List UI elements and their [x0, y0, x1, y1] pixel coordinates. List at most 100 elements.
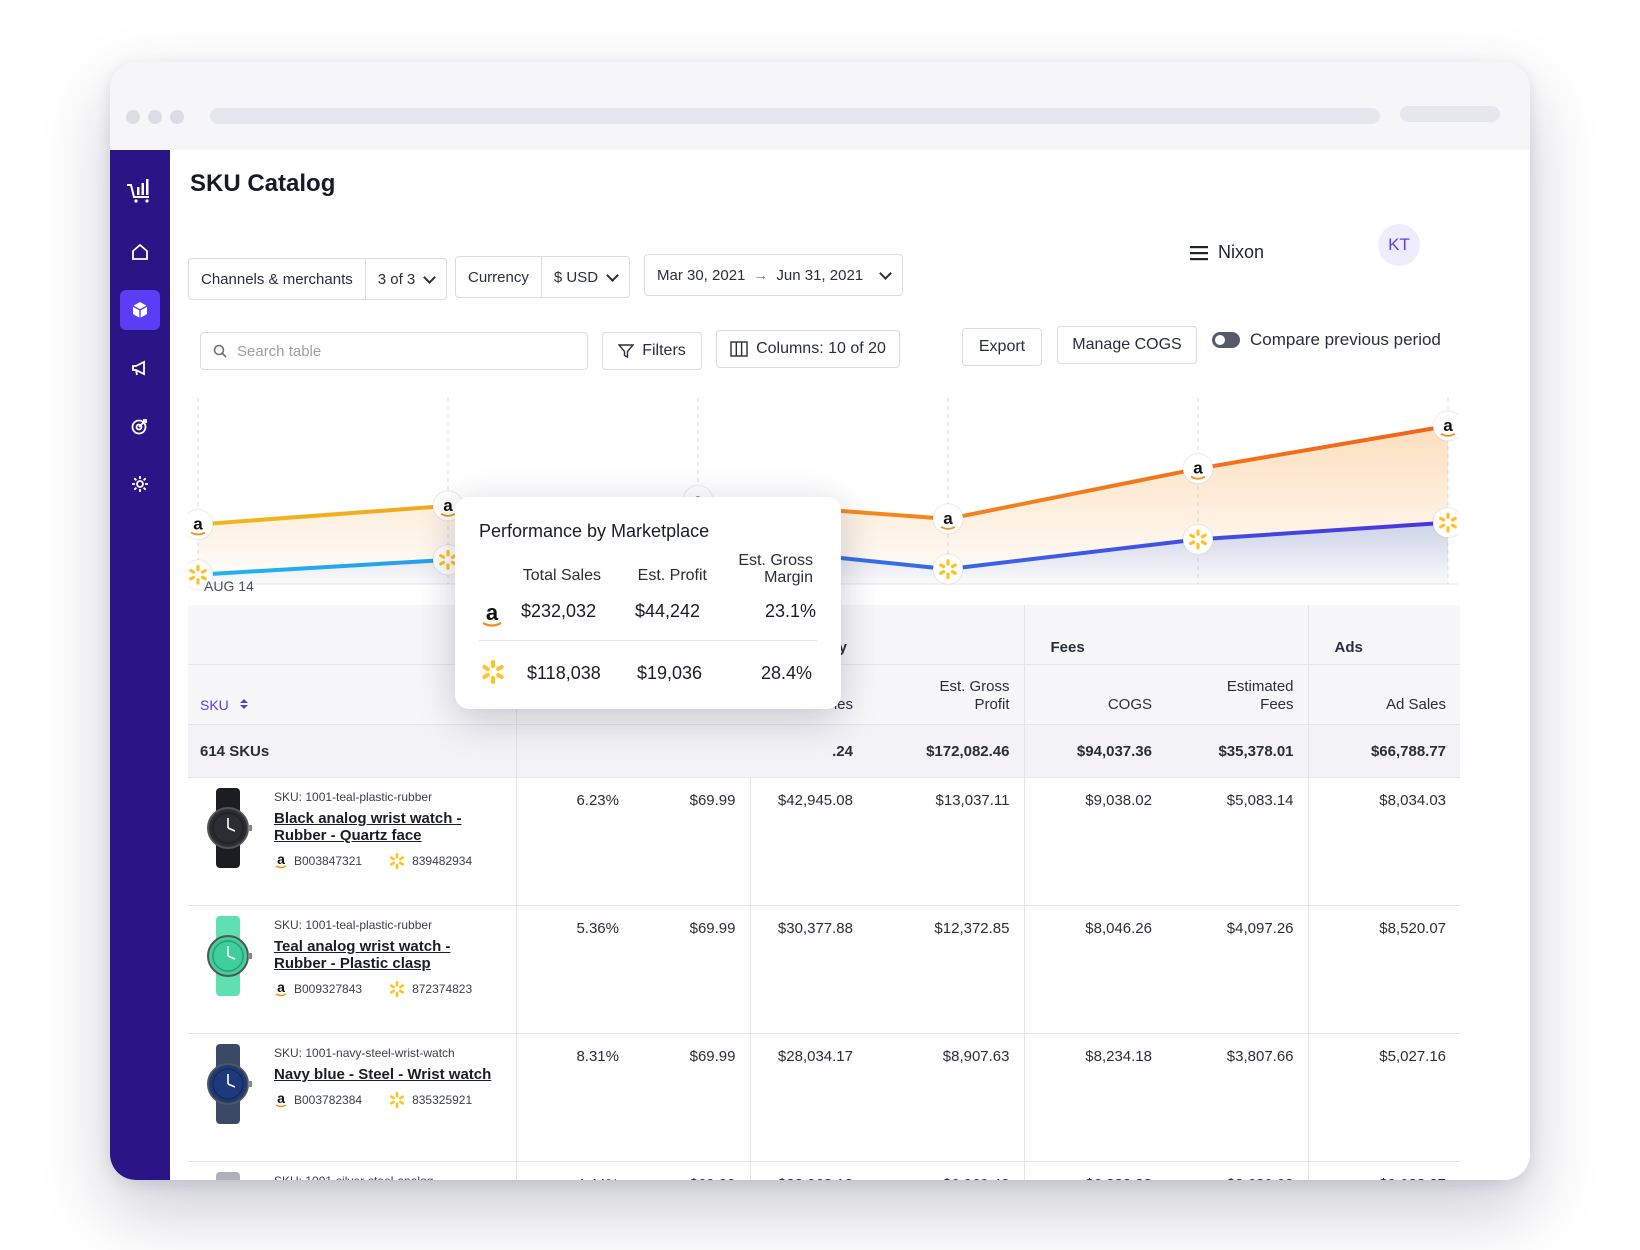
cogs-cell: $8,046.26	[1023, 905, 1166, 1034]
toggle-switch[interactable]	[1212, 332, 1240, 348]
amazon-total-sales: $232,032	[521, 601, 597, 621]
table-row[interactable]: SKU: 1001-teal-plastic-rubber Black analo…	[188, 777, 1461, 906]
window-minimize-dot[interactable]	[148, 110, 162, 124]
app-window: SKU Catalog Channels & merchants 3 of 3 …	[110, 62, 1530, 1180]
group-header-gross	[867, 605, 1024, 665]
table-row[interactable]: SKU: 1001-teal-plastic-rubber Teal analog…	[188, 905, 1461, 1034]
sort-icon[interactable]	[239, 698, 249, 710]
table-row[interactable]: SKU: 1001-silver-steel-analogSilver - St…	[188, 1161, 1461, 1180]
tooltip-header-margin: Est. Gross Margin	[725, 552, 813, 586]
amazon-asin: B009327843	[294, 982, 363, 996]
column-header-ad-sales[interactable]: Ad Sales	[1307, 664, 1461, 725]
amazon-gross-margin: 23.1%	[765, 601, 817, 621]
avatar[interactable]: KT	[1378, 224, 1420, 266]
tooltip-header-profit: Est. Profit	[637, 567, 707, 584]
currency-dropdown[interactable]: Currency $ USD	[455, 256, 631, 298]
megaphone-icon[interactable]	[120, 348, 160, 388]
amazon-data-point[interactable]: a	[188, 508, 214, 540]
user-menu[interactable]: Nixon	[1190, 242, 1264, 263]
walmart-data-point[interactable]	[932, 553, 964, 585]
table-row[interactable]: SKU: 1001-navy-steel-wrist-watch Navy blu…	[188, 1033, 1461, 1162]
sku-code: SKU: 1001-teal-plastic-rubber	[274, 918, 433, 932]
date-end: Jun 31, 2021	[776, 266, 864, 284]
amazon-data-point[interactable]: a	[1432, 410, 1458, 442]
channels-merchants-dropdown[interactable]: Channels & merchants 3 of 3	[188, 258, 448, 300]
amazon-data-point[interactable]: a	[932, 503, 964, 535]
date-range-picker[interactable]: Mar 30, 2021 → Jun 31, 2021	[644, 254, 904, 296]
svg-text:a: a	[1193, 459, 1203, 478]
price-cell: $69.99	[633, 905, 750, 1034]
walmart-data-point[interactable]	[1432, 507, 1458, 539]
cogs-cell: $9,038.02	[1023, 777, 1166, 906]
filters-button[interactable]: Filters	[602, 332, 702, 370]
amazon-icon: a	[275, 853, 287, 869]
sku-code: SKU: 1001-silver-steel-analog	[274, 1174, 506, 1180]
search-icon	[213, 344, 227, 358]
target-icon[interactable]	[120, 406, 160, 446]
product-name-link[interactable]: Teal analog wrist watch - Rubber - Plast…	[274, 938, 451, 972]
ad-sales-cell: $8,520.07	[1307, 905, 1461, 1034]
walmart-item-id: 835325921	[412, 1093, 473, 1107]
svg-text:a: a	[486, 601, 499, 625]
summary-cell-2	[633, 724, 750, 778]
chevron-down-icon	[879, 266, 893, 280]
address-bar[interactable]	[210, 108, 1380, 124]
walmart-icon	[389, 1092, 405, 1108]
product-thumbnail	[207, 1044, 252, 1124]
svg-text:a: a	[193, 514, 203, 533]
marketplace-tooltip: Performance by Marketplace Total Sales E…	[455, 497, 841, 709]
settings-gear-icon[interactable]	[120, 464, 160, 504]
currency-value: $ USD	[540, 257, 629, 297]
column-header-estimated-fees[interactable]: Estimated Fees	[1166, 664, 1309, 725]
ad-sales-cell: $9,038.27	[1307, 1161, 1461, 1180]
search-input[interactable]	[235, 341, 559, 361]
main-content: SKU Catalog Channels & merchants 3 of 3 …	[170, 150, 1530, 1180]
logo-icon[interactable]	[120, 170, 160, 210]
hamburger-menu-icon	[1190, 245, 1208, 260]
walmart-data-point[interactable]	[188, 559, 214, 591]
manage-cogs-button[interactable]: Manage COGS	[1057, 326, 1197, 364]
columns-icon	[730, 341, 748, 357]
fees-cell: $5,083.14	[1166, 777, 1309, 906]
search-box[interactable]	[200, 332, 588, 370]
columns-label: Columns: 10 of 20	[756, 340, 886, 357]
browser-menu-bar[interactable]	[1400, 106, 1500, 122]
sku-cell: SKU: 1001-navy-steel-wrist-watch Navy blu…	[188, 1033, 516, 1162]
date-range-values: Mar 30, 2021 → Jun 31, 2021	[645, 255, 902, 295]
margin-pct-cell: 8.31%	[515, 1033, 633, 1162]
catalog-box-icon[interactable]	[120, 290, 160, 330]
fees-header-line1: Estimated	[1226, 678, 1294, 695]
walmart-icon	[389, 853, 405, 869]
margin-header-line1: Est. Gross	[738, 552, 813, 569]
amazon-icon: a	[482, 601, 502, 627]
sku-count: 614 SKUs	[188, 724, 516, 778]
column-header-cogs[interactable]: COGS	[1023, 664, 1166, 725]
export-button[interactable]: Export	[962, 328, 1042, 366]
sku-code: SKU: 1001-navy-steel-wrist-watch	[274, 1046, 455, 1060]
columns-button[interactable]: Columns: 10 of 20	[716, 330, 900, 368]
column-header-gross-profit[interactable]: Est. Gross Profit	[867, 664, 1024, 725]
product-name-link[interactable]: Navy blue - Steel - Wrist watch	[274, 1066, 492, 1083]
home-icon[interactable]	[120, 232, 160, 272]
filters-label: Filters	[642, 342, 686, 359]
amazon-data-point[interactable]: a	[1182, 453, 1214, 485]
window-close-dot[interactable]	[126, 110, 140, 124]
window-zoom-dot[interactable]	[170, 110, 184, 124]
compare-previous-toggle[interactable]: Compare previous period	[1212, 330, 1441, 350]
fees-cell: $3,807.66	[1166, 1033, 1309, 1162]
walmart-data-point[interactable]	[1182, 523, 1214, 555]
fees-cell: $4,097.26	[1166, 905, 1309, 1034]
compare-label: Compare previous period	[1250, 330, 1441, 349]
tooltip-title: Performance by Marketplace	[479, 521, 710, 541]
sidebar	[110, 150, 170, 1180]
cogs-cell: $6,882.88	[1023, 1161, 1166, 1180]
sku-header-label: SKU	[200, 697, 229, 713]
product-name-link[interactable]: Black analog wrist watch - Rubber - Quar…	[274, 810, 462, 844]
gross-profit-cell: $6,969.42	[867, 1161, 1024, 1180]
group-header-fees: Fees	[1023, 605, 1309, 665]
walmart-total-sales: $118,038	[527, 663, 601, 683]
gross-profit-cell: $8,907.63	[867, 1033, 1024, 1162]
summary-sales: .24	[750, 724, 867, 778]
walmart-item-id: 872374823	[412, 982, 473, 996]
gross-header-line1: Est. Gross	[939, 678, 1010, 695]
